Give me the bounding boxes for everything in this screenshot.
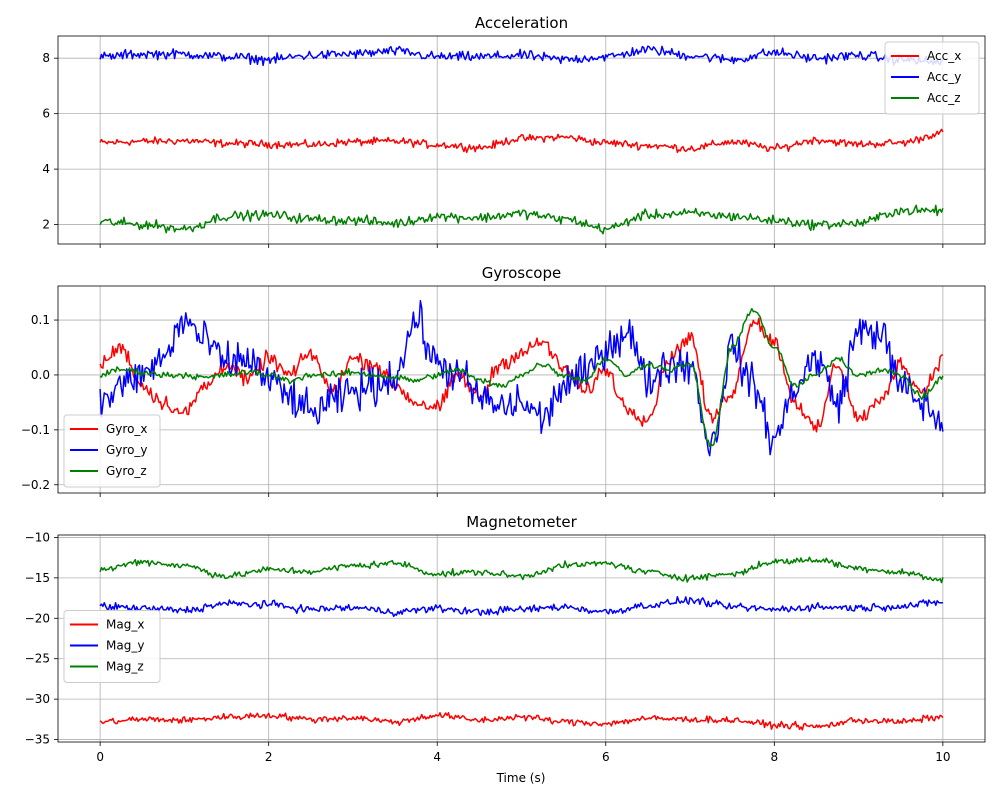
y-tick-label: 4 (42, 162, 50, 176)
x-axis-label: Time (s) (496, 771, 546, 785)
legend-label-acc_x: Acc_x (927, 49, 961, 63)
x-tick-label: 8 (770, 750, 778, 764)
legend-label-acc_z: Acc_z (927, 91, 961, 105)
axes-frame (57, 285, 986, 494)
legend-label-mag_y: Mag_y (106, 639, 144, 653)
y-tick-label: −20 (25, 611, 50, 625)
legend-label-acc_y: Acc_y (927, 70, 961, 84)
y-tick-label: 0.1 (31, 313, 50, 327)
panel-title: Gyroscope (482, 264, 562, 282)
x-tick-label: 6 (602, 750, 610, 764)
y-tick-label: −25 (25, 652, 50, 666)
x-tick-label: 4 (433, 750, 441, 764)
y-tick-label: −10 (25, 530, 50, 544)
y-tick-label: −35 (25, 733, 50, 747)
y-tick-label: 6 (42, 107, 50, 121)
y-tick-label: −0.2 (21, 478, 50, 492)
series-line-mag_y (99, 595, 943, 618)
panel-acceleration: 2 4 6 8 Acceleration Acc_x Acc_y Acc_z (42, 14, 986, 248)
panels: 2 4 6 8 Acceleration Acc_x Acc_y Acc_z −0.2 −0.1 0… (21, 14, 986, 764)
series-line-mag_x (99, 712, 944, 731)
legend-label-mag_z: Mag_z (106, 660, 144, 674)
panel-magnetometer: 0 2 4 6 8 10 −35 −30 −25 −20 −15 −10 Magnetometer Mag… (25, 513, 986, 764)
y-tick-label: 8 (42, 51, 50, 65)
series-line-gyro_x (99, 317, 944, 433)
series-line-mag_z (99, 556, 944, 584)
series-line-acc_z (99, 204, 944, 235)
legend: Acc_x Acc_y Acc_z (884, 41, 980, 115)
legend-label-gyro_y: Gyro_y (106, 443, 148, 457)
legend-box (63, 610, 161, 683)
legend-box (63, 414, 161, 488)
series-line-acc_y (99, 45, 944, 67)
legend: Gyro_x Gyro_y Gyro_z (63, 414, 161, 488)
legend: Mag_x Mag_y Mag_z (63, 610, 161, 683)
legend-box (884, 41, 980, 115)
y-tick-label: 2 (42, 218, 50, 232)
axes-frame (57, 35, 986, 245)
panel-title: Acceleration (475, 14, 568, 32)
series-line-acc_x (99, 128, 944, 154)
axes-frame (57, 534, 986, 743)
legend-label-gyro_z: Gyro_z (106, 464, 147, 478)
y-tick-label: −0.1 (21, 423, 50, 437)
panel-gyroscope: −0.2−0.10.00.1GyroscopeGyro_xGyro_yGyro_… (21, 264, 986, 497)
panel-title: Magnetometer (466, 513, 577, 531)
x-tick-label: 0 (96, 750, 104, 764)
legend-label-mag_x: Mag_x (106, 618, 144, 632)
series-line-gyro_z (99, 307, 944, 448)
series-line-gyro_y (99, 299, 944, 457)
y-tick-label: 0.0 (31, 368, 50, 382)
x-tick-label: 2 (265, 750, 273, 764)
legend-label-gyro_x: Gyro_x (106, 422, 148, 436)
y-tick-label: −15 (25, 571, 50, 585)
y-tick-label: −30 (25, 692, 50, 706)
x-tick-label: 10 (935, 750, 950, 764)
